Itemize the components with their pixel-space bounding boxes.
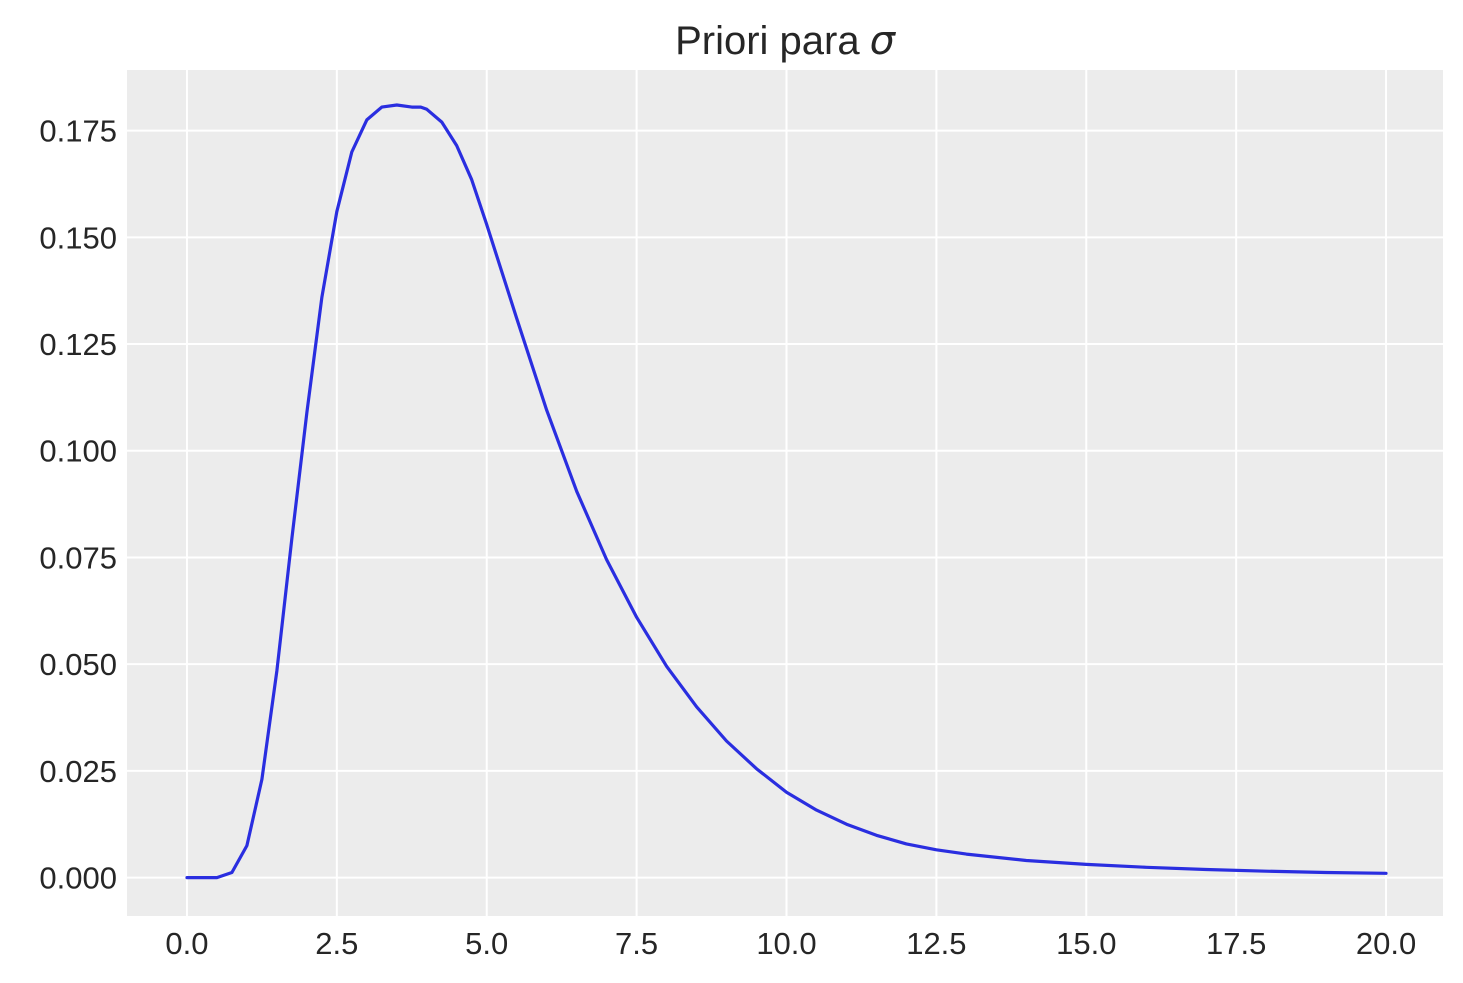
x-tick-label: 12.5 — [906, 926, 966, 961]
title-text: Priori para — [675, 19, 860, 63]
y-tick-label: 0.000 — [39, 861, 117, 896]
x-tick-label: 20.0 — [1356, 926, 1416, 961]
y-tick-label: 0.175 — [39, 114, 117, 149]
y-tick-label: 0.075 — [39, 540, 117, 575]
y-axis-ticks: 0.000 0.025 0.050 0.075 0.100 0.125 0.150 0.175 — [39, 114, 117, 896]
x-tick-label: 2.5 — [315, 926, 358, 961]
x-tick-label: 17.5 — [1206, 926, 1266, 961]
x-tick-label: 10.0 — [756, 926, 816, 961]
x-tick-label: 15.0 — [1056, 926, 1116, 961]
series-line — [185, 103, 1388, 880]
y-tick-label: 0.050 — [39, 647, 117, 682]
grid — [127, 70, 1443, 916]
x-tick-label: 0.0 — [165, 926, 208, 961]
title-sigma: σ — [870, 18, 897, 64]
y-tick-label: 0.125 — [39, 327, 117, 362]
x-tick-label: 5.0 — [465, 926, 508, 961]
series-layer — [185, 103, 1388, 880]
y-tick-label: 0.150 — [39, 220, 117, 255]
y-tick-label: 0.025 — [39, 754, 117, 789]
y-tick-label: 0.100 — [39, 434, 117, 469]
x-tick-label: 7.5 — [615, 926, 658, 961]
chart-title: Priori para σ — [675, 18, 897, 64]
x-axis-ticks: 0.0 2.5 5.0 7.5 10.0 12.5 15.0 17.5 20.0 — [165, 926, 1416, 961]
plot-area — [127, 70, 1443, 916]
